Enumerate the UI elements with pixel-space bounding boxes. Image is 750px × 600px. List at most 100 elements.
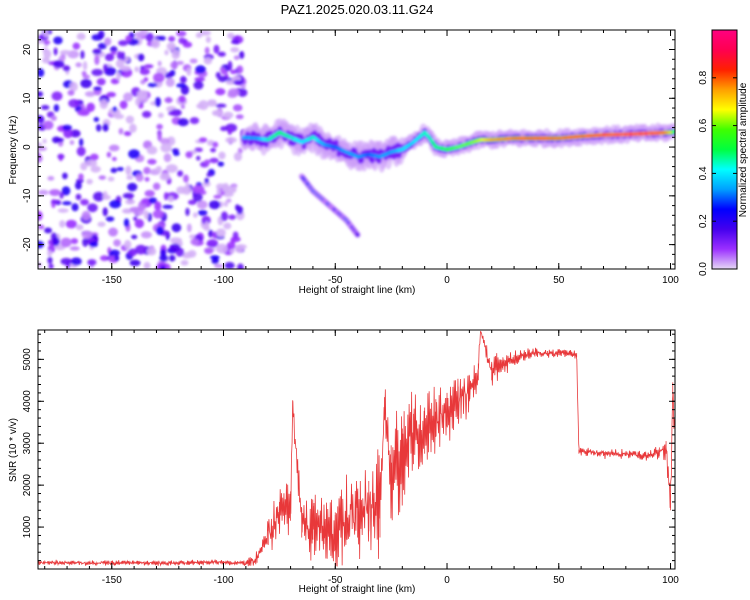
noise-blob [69,246,80,251]
noise-blob [128,149,140,159]
noise-blob [213,194,222,199]
noise-blob [210,147,217,153]
noise-blob [180,260,189,266]
noise-blob [185,207,190,217]
noise-blob [152,72,165,83]
x-tick-label: 0 [444,575,450,586]
noise-blob [59,220,66,228]
noise-blob [113,113,125,120]
noise-blob [192,212,198,218]
noise-blob [164,49,169,56]
noise-blob [81,210,91,221]
snr-plot-area [38,330,675,567]
noise-blob [194,147,203,153]
noise-blob [135,173,144,182]
noise-blob [76,32,86,41]
ridge-outer [263,141,270,148]
x-tick-label: 50 [553,575,565,586]
noise-blob [233,152,243,162]
noise-blob [197,209,208,216]
snr-frame [37,329,676,570]
y-tick-label: -10 [22,188,33,203]
noise-blob [220,211,228,222]
noise-blob [93,86,102,91]
noise-blob [164,263,171,269]
noise-blob [189,58,198,64]
x-tick-label: -100 [214,275,234,286]
branch-core [355,233,360,237]
noise-blob [67,89,75,96]
noise-blob [201,215,211,225]
noise-blob [152,182,161,191]
noise-blob [178,95,186,103]
noise-blob [111,156,117,162]
noise-blob [159,254,169,262]
noise-blob [206,172,212,177]
noise-blob [91,68,104,77]
noise-blob [187,249,197,258]
noise-blob [233,55,240,60]
noise-blob [217,161,225,167]
noise-blob [75,193,82,201]
noise-blob [133,216,138,221]
ridge-outer [396,151,402,159]
noise-blob [156,226,164,236]
noise-blob [177,118,189,127]
noise-blob [99,255,109,262]
noise-blob [97,42,107,50]
x-tick-label: -50 [328,575,343,586]
noise-blob [139,68,150,75]
colorbar-label: Normalized spectral amplitude [738,82,749,217]
noise-blob [80,162,88,171]
noise-blob [43,40,51,45]
noise-blob [152,209,164,219]
noise-blob [185,151,193,159]
noise-blob [134,31,147,38]
noise-blob [60,237,72,248]
noise-blob [137,53,145,62]
noise-blob [179,76,187,84]
noise-blob [196,155,201,161]
noise-blob [235,204,240,211]
noise-blob [221,184,230,193]
noise-blob [47,256,53,264]
noise-blob [38,91,44,97]
noise-blob [143,77,149,82]
noise-blob [98,175,106,180]
noise-blob [238,50,245,59]
noise-blob [38,142,43,147]
noise-blob [157,131,162,142]
noise-blob [232,231,239,239]
ridge-outer [359,156,365,164]
noise-blob [163,153,172,163]
noise-blob [55,137,64,143]
noise-blob [202,181,211,187]
snr-y-ticks: 1000 2000 3000 4000 5000 [22,333,675,562]
noise-blob [62,172,68,180]
noise-blob [162,204,174,209]
noise-blob [110,78,120,85]
noise-blob [127,182,138,192]
snr-x-label: Height of straight line (km) [299,584,416,595]
noise-blob [144,176,150,182]
noise-blob [135,97,141,106]
noise-blob [75,62,82,68]
noise-blob [192,184,205,194]
noise-blob [38,68,45,77]
noise-blob [147,82,158,88]
noise-blob [176,60,184,65]
noise-blob [108,144,120,152]
noise-blob [148,197,158,204]
noise-blob [227,60,233,71]
noise-blob [163,192,169,201]
noise-blob [110,46,118,53]
noise-blob [108,227,118,237]
noise-blob [49,189,61,196]
noise-blob [216,186,221,197]
noise-blob [169,243,181,252]
noise-blob [189,234,196,239]
noise-blob [125,115,135,124]
x-tick-label: -100 [214,575,234,586]
noise-blob [51,91,63,101]
x-tick-label: 0 [444,275,450,286]
